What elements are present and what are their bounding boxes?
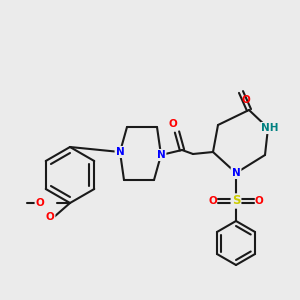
Text: N: N <box>232 168 240 178</box>
Text: O: O <box>242 95 250 105</box>
Text: O: O <box>208 196 217 206</box>
Text: NH: NH <box>261 123 279 133</box>
Text: N: N <box>157 150 165 160</box>
Text: O: O <box>36 198 44 208</box>
Text: S: S <box>232 194 240 208</box>
Text: O: O <box>255 196 263 206</box>
Text: N: N <box>116 147 124 157</box>
Text: O: O <box>169 119 177 129</box>
Text: O: O <box>46 212 54 222</box>
